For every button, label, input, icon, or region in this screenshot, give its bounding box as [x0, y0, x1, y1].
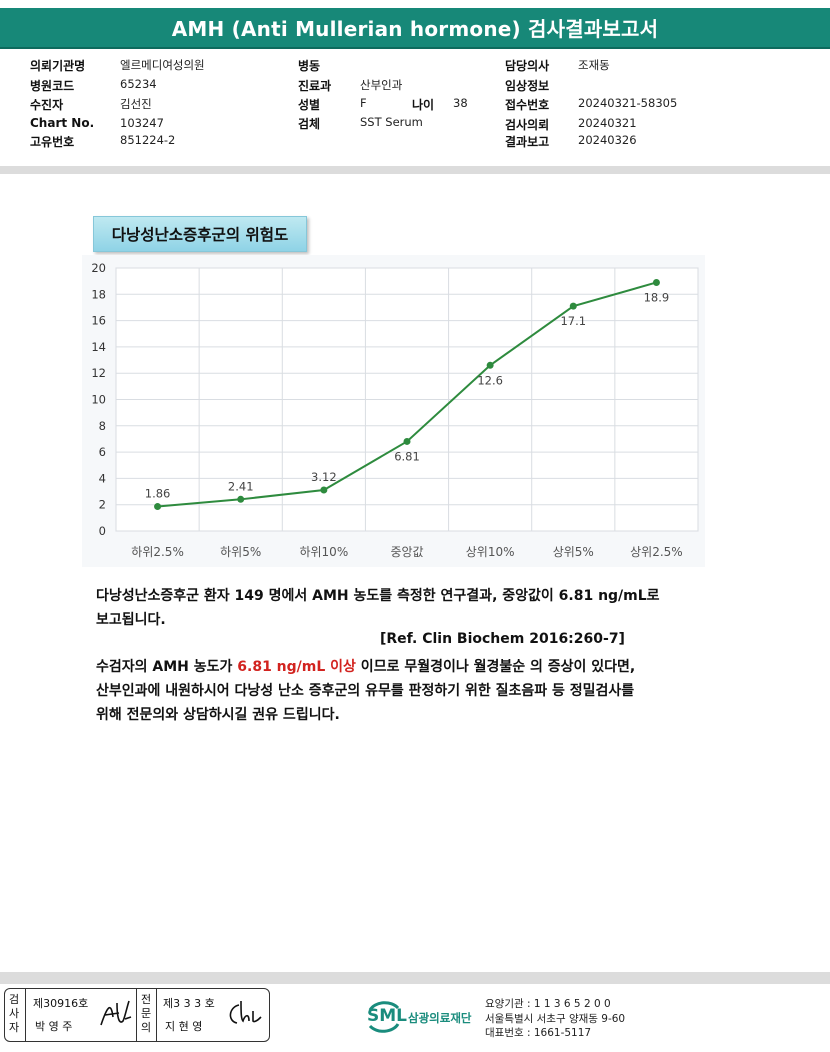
age-label: 나이	[412, 98, 435, 112]
data-point	[154, 503, 162, 511]
institution-value: 엘르메디여성의원	[120, 58, 205, 72]
receipt-no-value: 20240321-58305	[578, 96, 678, 110]
sex-label: 성별	[298, 98, 321, 112]
specimen-value: SST Serum	[360, 115, 423, 129]
unique-no-label: 고유번호	[30, 135, 75, 149]
sml-logo-text: SML	[367, 1006, 407, 1026]
report-date-value: 20240326	[578, 133, 637, 147]
reference-citation: [Ref. Clin Biochem 2016:260-7]	[380, 631, 625, 647]
patient-label: 수진자	[30, 98, 64, 112]
signature-divider-2	[136, 989, 137, 1041]
foundation-name: 삼광의료재단	[408, 1011, 472, 1025]
examiner-name: 박 영 주	[35, 1020, 73, 1033]
unique-no-value: 851224-2	[120, 133, 176, 147]
paragraph-line-5: 위해 전문의와 상담하시길 권유 드립니다.	[96, 707, 340, 723]
paragraph-line-3: 수검자의 AMH 농도가 6.81 ng/mL 이상 이므로 무월경이나 월경불…	[96, 656, 635, 676]
chart-no-label: Chart No.	[30, 116, 95, 130]
specialist-label: 전문의	[138, 993, 154, 1035]
data-label: 3.12	[311, 470, 337, 484]
patient-value: 김선진	[120, 97, 152, 111]
report-date-label: 결과보고	[505, 135, 550, 149]
age-value: 38	[453, 96, 468, 110]
x-tick-label: 상위10%	[466, 545, 515, 559]
examiner-label-text: 검사자	[8, 993, 20, 1034]
x-tick-label: 상위5%	[553, 545, 594, 559]
data-label: 12.6	[477, 373, 503, 387]
receipt-no-label: 접수번호	[505, 98, 550, 112]
request-date-value: 20240321	[578, 116, 637, 130]
header-divider	[0, 47, 830, 49]
paragraph-line-1: 다낭성난소증후군 환자 149 명에서 AMH 농도를 측정한 연구결과, 중앙…	[96, 588, 660, 604]
specialist-label-text: 전문의	[140, 993, 152, 1034]
y-tick-label: 20	[91, 261, 106, 275]
data-point	[652, 278, 660, 286]
section-divider-top	[0, 166, 830, 174]
data-point	[569, 302, 577, 310]
foundation-address: 서울특별시 서초구 양재동 9-60	[485, 1013, 626, 1025]
doctor-value: 조재동	[578, 58, 610, 72]
data-point	[320, 486, 328, 494]
y-tick-label: 10	[91, 393, 106, 407]
ward-label: 병동	[298, 59, 321, 73]
hospital-code-label: 병원코드	[30, 79, 75, 93]
patient-info-block: 의뢰기관명 엘르메디여성의원 병원코드 65234 수진자 김선진 Chart …	[0, 54, 830, 164]
examiner-license: 제30916호	[33, 997, 89, 1010]
section-divider-bottom	[0, 972, 830, 984]
department-value: 산부인과	[360, 78, 403, 92]
line-chart-svg: 0 2 4 6 8 10 12 14 16 18 20 하위2.5% 하위5% 하위10% 중앙값 상위10%…	[82, 255, 705, 567]
specialist-signature-image	[229, 1000, 262, 1024]
data-point	[237, 495, 245, 503]
data-point	[486, 361, 494, 369]
data-label: 17.1	[560, 314, 586, 328]
data-label: 1.86	[145, 487, 171, 501]
x-tick-label: 하위2.5%	[131, 545, 184, 559]
sex-value: F	[360, 96, 367, 110]
specialist-license: 제3 3 3 호	[163, 997, 215, 1010]
sml-logo-icon	[368, 1001, 400, 1033]
y-tick-label: 14	[91, 340, 106, 354]
x-tick-label: 중앙값	[390, 545, 423, 559]
paragraph-line-3-suffix: 이므로 무월경이나 월경불순 의 증상이 있다면,	[355, 659, 636, 675]
care-institution-code: 요양기관 : 1 1 3 6 5 2 0 0	[485, 998, 611, 1010]
y-tick-label: 4	[99, 471, 106, 485]
department-label: 진료과	[298, 79, 332, 93]
institution-label: 의뢰기관명	[30, 59, 86, 73]
data-point	[403, 437, 411, 445]
y-tick-label: 0	[99, 524, 106, 538]
hospital-code-value: 65234	[120, 77, 157, 91]
x-tick-label: 하위10%	[299, 545, 348, 559]
data-label: 6.81	[394, 449, 420, 463]
data-label: 2.41	[228, 479, 254, 493]
report-title-bar: AMH (Anti Mullerian hormone) 검사결과보고서	[0, 8, 830, 47]
specialist-name: 지 현 영	[165, 1020, 203, 1033]
pcos-risk-chart: 0 2 4 6 8 10 12 14 16 18 20 하위2.5% 하위5% 하위10% 중앙값 상위10%…	[82, 255, 705, 567]
signature-box: 검사자 제30916호 박 영 주 전문의 제3 3 3 호 지 현 영	[4, 988, 270, 1042]
examiner-signature-image	[100, 1000, 132, 1026]
x-tick-label: 상위2.5%	[630, 545, 683, 559]
clinical-info-label: 임상정보	[505, 79, 550, 93]
paragraph-line-2: 보고됩니다.	[96, 612, 166, 628]
y-tick-label: 16	[91, 314, 106, 328]
y-tick-label: 6	[99, 445, 106, 459]
y-tick-label: 12	[91, 366, 106, 380]
signature-divider-1	[25, 989, 26, 1041]
report-title: AMH (Anti Mullerian hormone) 검사결과보고서	[171, 17, 659, 41]
y-tick-label: 2	[99, 498, 106, 512]
request-date-label: 검사의뢰	[505, 118, 550, 132]
foundation-phone: 대표번호 : 1661-5117	[485, 1027, 592, 1039]
paragraph-line-3-prefix: 수검자의 AMH 농도가	[96, 659, 238, 675]
y-tick-label: 18	[91, 287, 106, 301]
section-title: 다낭성난소증후군의 위험도	[111, 226, 289, 244]
signature-divider-3	[156, 989, 157, 1041]
y-tick-label: 8	[99, 419, 106, 433]
x-tick-label: 하위5%	[220, 545, 261, 559]
examiner-label: 검사자	[6, 993, 22, 1035]
chart-no-value: 103247	[120, 116, 164, 130]
highlighted-threshold: 6.81 ng/mL 이상	[237, 659, 356, 675]
paragraph-line-4: 산부인과에 내원하시어 다낭성 난소 증후군의 유무를 판정하기 위한 질초음파…	[96, 683, 635, 699]
data-label: 18.9	[644, 290, 670, 304]
doctor-label: 담당의사	[505, 59, 550, 73]
section-title-box: 다낭성난소증후군의 위험도	[93, 216, 307, 252]
specimen-label: 검체	[298, 117, 321, 131]
